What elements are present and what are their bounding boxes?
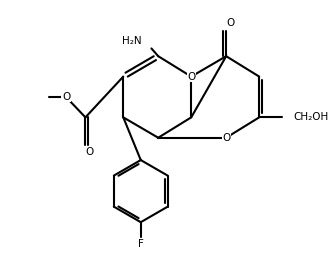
Text: O: O [222,133,230,143]
Text: O: O [62,92,70,102]
Text: O: O [187,71,195,82]
Text: F: F [138,239,144,248]
Text: H₂N: H₂N [122,36,142,46]
Text: CH₂OH: CH₂OH [293,112,328,122]
Text: O: O [85,147,94,157]
Text: O: O [226,18,234,28]
